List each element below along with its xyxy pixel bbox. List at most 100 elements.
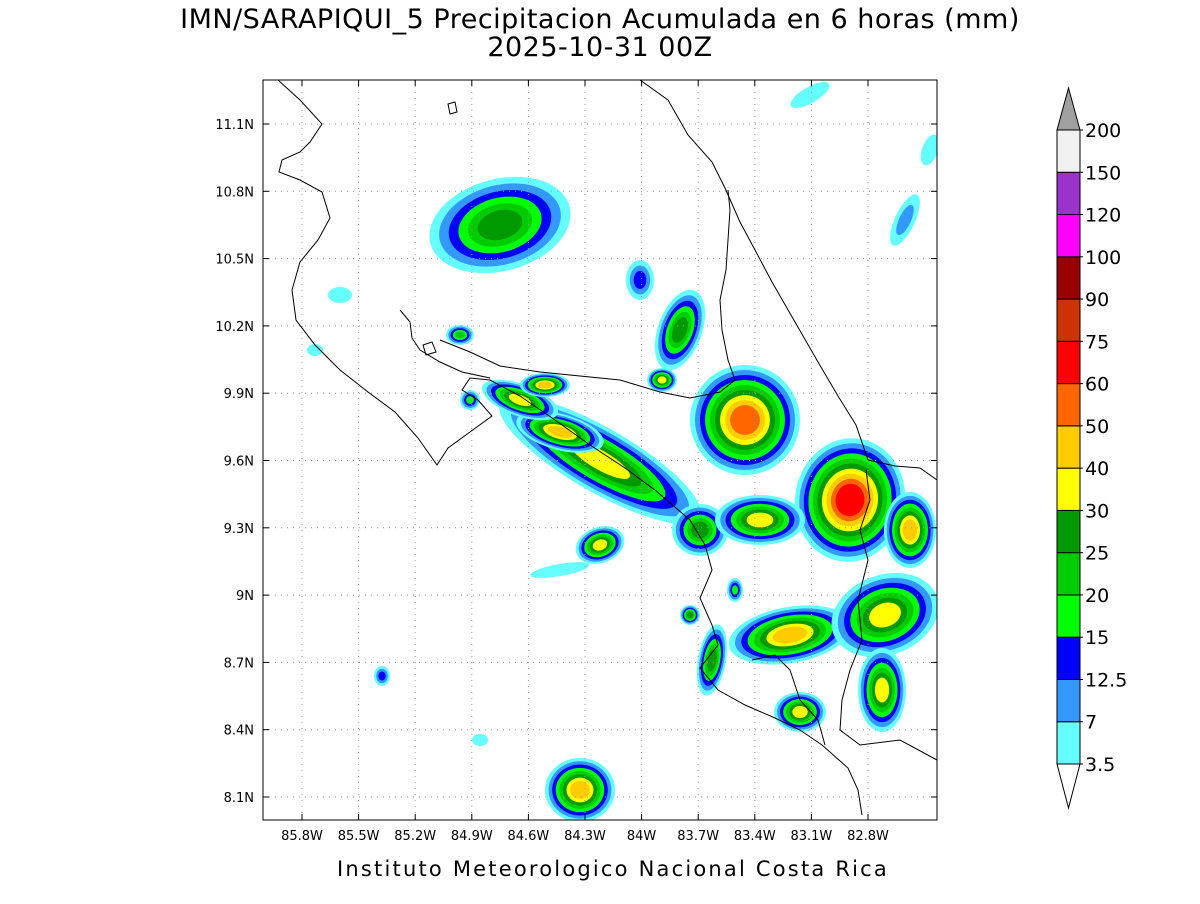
colorbar-segment [1056,721,1081,765]
nicaragua-border [439,189,736,399]
title: IMN/SARAPIQUI_5 Precipitacion Acumulada … [180,4,1020,35]
colorbar-label: 40 [1085,458,1109,480]
colorbar-under [1056,763,1081,810]
rain-contour [691,521,709,539]
colorbar-label: 30 [1085,500,1109,522]
plot-frame [262,79,938,821]
colorbar-label: 90 [1085,289,1109,311]
y-tick-label: 9.3N [224,522,254,537]
osa-peninsula [751,654,826,746]
colorbar-label: 75 [1085,331,1109,353]
colorbar-label: 100 [1085,247,1121,269]
colorbar-segment [1056,214,1081,258]
nicoya-gulf [399,309,491,379]
x-tick-label: 85.2W [394,829,436,844]
rain-contour [835,483,865,517]
colorbar-label: 200 [1085,120,1121,142]
lake [447,101,458,115]
y-tick-label: 8.1N [224,791,254,806]
colorbar-label: 7 [1085,712,1097,734]
rain-contour [772,626,808,644]
rain-contour [633,270,647,290]
rain-contour [896,204,914,236]
colorbar-segment [1056,298,1081,342]
rain-contour [790,82,830,108]
axes: 85.8W 85.5W 85.2W 84.9W 84.6W 84.3W 84W 83.7W 83… [215,80,937,844]
rain-contour [455,331,465,339]
pacific-coast [277,80,863,816]
y-tick-label: 10.8N [215,185,254,200]
y-tick-label: 8.4N [224,724,254,739]
colorbar-segment [1056,636,1081,680]
colorbar-label: 25 [1085,543,1109,565]
x-tick-label: 82.8W [847,829,889,844]
x-tick-label: 84.9W [451,829,493,844]
colorbar-over [1056,86,1081,131]
colorbar-segment [1056,171,1081,216]
colorbar-label: 120 [1085,205,1121,227]
y-tick-label: 10.2N [215,320,254,335]
colorbar-label: 3.5 [1085,754,1115,776]
panama-border [839,469,937,761]
rain-contour [657,376,667,384]
subtitle: 2025-10-31 00Z [487,32,712,63]
rain-contour [466,396,474,404]
rain-contour [328,287,352,303]
footer: Instituto Meteorologico Nacional Costa R… [337,857,889,881]
colorbar-segment [1056,129,1081,173]
island [422,341,437,356]
colorbar-segment [1056,594,1081,638]
rain-contour [472,734,488,746]
y-tick-label: 10.5N [215,253,254,268]
x-tick-label: 83.4W [734,829,776,844]
rain-contour [792,706,808,718]
rain-contour [672,317,688,343]
rain-contour [746,512,774,528]
rain-contour [869,602,901,628]
colorbar: 3.5 7 12.5 15 20 25 30 40 50 60 75 90 100 120 150 200 [1056,86,1127,810]
rain-contour [537,381,553,389]
x-tick-label: 84.3W [564,829,606,844]
colorbar-label: 50 [1085,416,1109,438]
rain-contour [707,648,717,672]
x-tick-label: 83.7W [677,829,719,844]
coastlines [277,80,937,816]
rain-contour [530,562,590,578]
x-tick-label: 84.6W [507,829,549,844]
rain-contour [508,393,532,407]
colorbar-segment [1056,678,1081,723]
rain-contour [902,519,918,541]
y-tick-label: 8.7N [224,656,254,671]
rain-contour [477,209,523,241]
colorbar-label: 150 [1085,162,1121,184]
colorbar-segment [1056,340,1081,385]
x-tick-label: 83.1W [790,829,832,844]
rain-contour [592,539,608,551]
x-tick-label: 85.8W [281,829,323,844]
rain-contour [547,426,573,438]
rain-contour [730,405,760,435]
y-tick-label: 9.6N [224,455,254,470]
caribbean-coast [639,80,937,481]
rain-contour [874,677,890,703]
colorbar-segment [1056,467,1081,511]
rain-contour [686,611,694,619]
colorbar-segment [1056,425,1081,469]
colorbar-segment [1056,256,1081,300]
colorbar-label: 12.5 [1085,669,1127,691]
rain-contour [731,585,739,595]
colorbar-segment [1056,383,1081,427]
y-tick-label: 11.1N [215,118,254,133]
plot-area [263,80,937,820]
grid [263,80,937,820]
x-tick-label: 84W [627,829,657,844]
colorbar-label: 15 [1085,627,1109,649]
rain-contour [920,134,937,166]
colorbar-segment [1056,552,1081,596]
colorbar-label: 20 [1085,585,1109,607]
colorbar-label: 60 [1085,374,1109,396]
x-tick-label: 85.5W [338,829,380,844]
rain-contour [307,344,323,356]
y-tick-label: 9.9N [224,387,254,402]
